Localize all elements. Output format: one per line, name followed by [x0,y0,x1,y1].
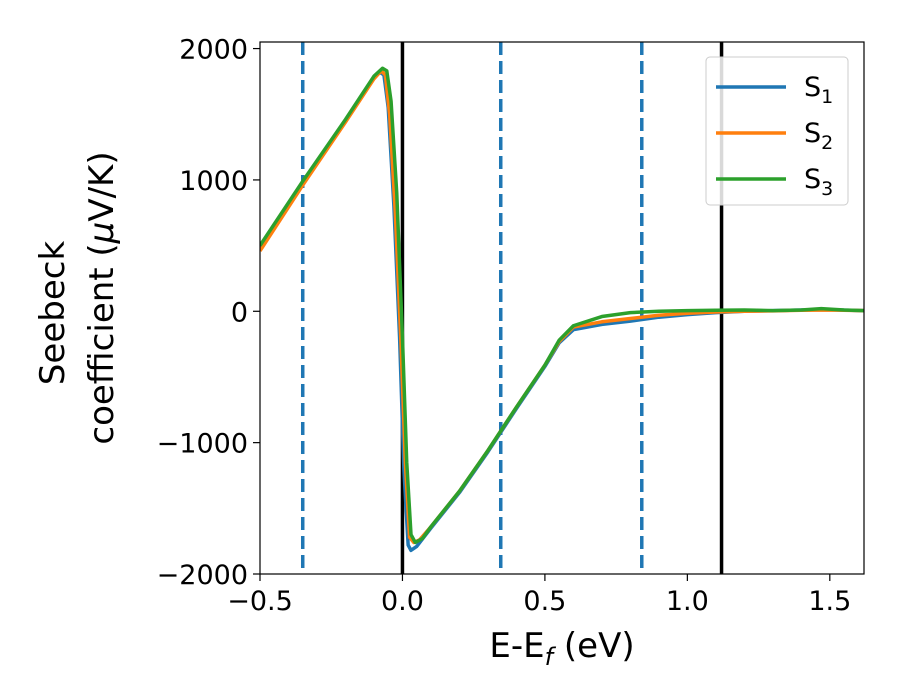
x-tick-label: −0.5 [227,586,293,617]
legend-box [705,56,849,206]
legend-label-S3: S3 [804,164,833,200]
legend-label-S2: S2 [804,118,833,154]
axes-frame [259,41,865,575]
axis-labels: E-Ef (eV) Seebeck coefficient (μV/K) [33,151,635,671]
legend-label-S1: S1 [804,72,833,108]
y-axis-label-line2: coefficient (μV/K) [82,151,122,444]
x-tick-label: 0.0 [381,586,424,617]
y-tick-label: −1000 [157,429,248,460]
y-axis-label-line1: Seebeck [33,241,73,386]
x-axis-label: E-Ef (eV) [489,626,634,671]
y-tick-label: 2000 [179,35,248,66]
ticks: −0.5 0.0 0.5 1.0 1.5 −2000 −1000 0 1000 2000 [157,35,852,617]
y-tick-label: 0 [231,297,248,328]
y-tick-label: −2000 [157,560,248,591]
x-tick-label: 1.5 [808,586,851,617]
x-tick-label: 0.5 [523,586,566,617]
y-tick-label: 1000 [179,166,248,197]
x-tick-label: 1.0 [666,586,709,617]
series-line-S3 [260,66,864,545]
y-axis-label: Seebeck coefficient (μV/K) [33,151,122,444]
legend: S1 S2 S3 [705,56,849,206]
